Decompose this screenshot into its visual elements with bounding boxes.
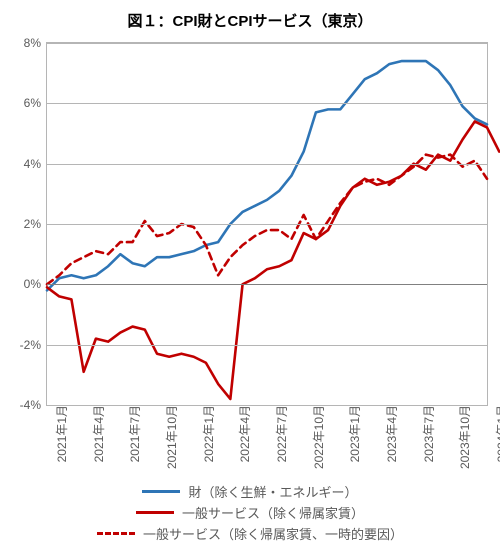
- y-axis-label: -4%: [20, 398, 47, 412]
- legend-label: 財（除く生鮮・エネルギー）: [188, 482, 357, 501]
- grid-line: [47, 224, 487, 225]
- legend-label: 一般サービス（除く帰属家賃）: [182, 503, 364, 522]
- legend-item-goods: 財（除く生鮮・エネルギー）: [0, 482, 500, 501]
- y-axis-label: 8%: [24, 36, 47, 50]
- zero-line: [47, 284, 487, 285]
- legend-swatch: [142, 490, 180, 493]
- legend-item-services: 一般サービス（除く帰属家賃）: [0, 503, 500, 522]
- series-goods: [47, 61, 487, 290]
- series-services_adj: [47, 155, 487, 285]
- legend-swatch: [136, 511, 174, 514]
- grid-line: [47, 164, 487, 165]
- legend-label: 一般サービス（除く帰属家賃、一時的要因）: [143, 524, 403, 543]
- chart-title: 図１：CPI財とCPIサービス（東京）: [0, 0, 500, 37]
- legend-item-services_adj: 一般サービス（除く帰属家賃、一時的要因）: [0, 524, 500, 543]
- legend: 財（除く生鮮・エネルギー） 一般サービス（除く帰属家賃） 一般サービス（除く帰属家賃…: [0, 480, 500, 545]
- grid-line: [47, 43, 487, 44]
- chart-figure: 図１：CPI財とCPIサービス（東京） -4%-2%0%2%4%6%8%2021…: [0, 0, 500, 558]
- grid-line: [47, 345, 487, 346]
- y-axis-label: -2%: [20, 338, 47, 352]
- grid-line: [47, 103, 487, 104]
- y-axis-label: 0%: [24, 277, 47, 291]
- plot-area: -4%-2%0%2%4%6%8%2021年1月2021年4月2021年7月202…: [46, 42, 488, 406]
- y-axis-label: 6%: [24, 96, 47, 110]
- legend-swatch: [97, 532, 135, 535]
- y-axis-label: 2%: [24, 217, 47, 231]
- y-axis-label: 4%: [24, 157, 47, 171]
